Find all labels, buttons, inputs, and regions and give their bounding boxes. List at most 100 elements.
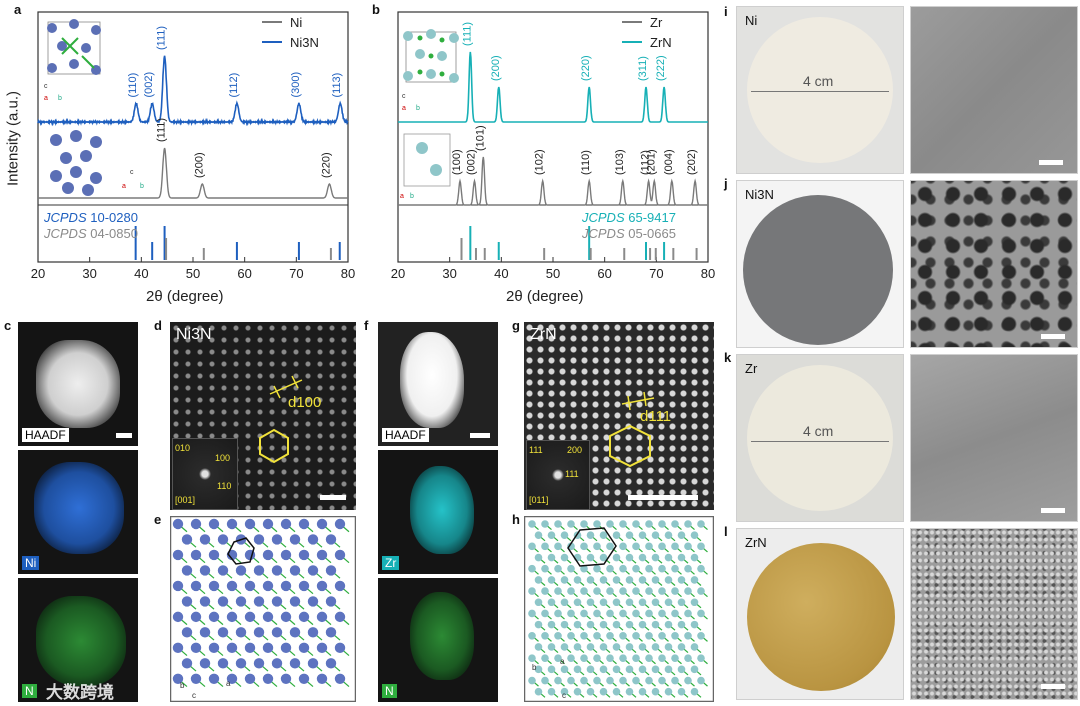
atom xyxy=(334,642,346,654)
atom xyxy=(612,643,621,651)
x-tick-label: 20 xyxy=(391,266,405,281)
zr-crystal-inset: a b xyxy=(400,133,451,200)
series-line-ni xyxy=(38,147,348,199)
svg-text:a: a xyxy=(226,679,231,688)
atom xyxy=(554,632,562,640)
atom xyxy=(190,549,202,561)
atom xyxy=(625,687,634,696)
atom xyxy=(289,565,301,576)
peak-label: (112) xyxy=(640,150,652,175)
x-tick-label: 80 xyxy=(701,266,715,281)
peak-label: (002) xyxy=(143,72,155,98)
atom xyxy=(651,598,660,607)
atom xyxy=(325,565,337,576)
atom xyxy=(677,598,686,607)
atom xyxy=(671,609,679,618)
atom xyxy=(547,598,556,607)
atom xyxy=(528,587,536,595)
atom xyxy=(671,587,679,595)
fft-inset-ni3n: 010 100 110 [001] xyxy=(172,438,238,510)
atom xyxy=(612,576,621,584)
atom xyxy=(534,687,543,696)
atom xyxy=(262,611,274,623)
atom xyxy=(528,542,536,551)
atom xyxy=(190,518,202,530)
x-tick-label: 30 xyxy=(442,266,456,281)
ni-element-tag: Ni xyxy=(22,556,40,570)
atom xyxy=(208,549,220,561)
atom xyxy=(632,542,640,551)
atom xyxy=(217,596,229,607)
atom xyxy=(244,673,256,684)
atom xyxy=(658,520,666,528)
atom xyxy=(199,658,211,669)
panel-label-j: j xyxy=(724,176,728,191)
x-tick-label: 70 xyxy=(649,266,663,281)
atom xyxy=(697,632,705,640)
atom xyxy=(316,580,328,592)
fft-inset-zrn: 111 200 111 [011] xyxy=(526,440,590,510)
atom xyxy=(289,534,301,545)
x-tick-label: 60 xyxy=(597,266,611,281)
atom xyxy=(560,553,569,562)
legend-label: Ni3N xyxy=(290,35,319,50)
hrtem-ni3n: Ni3N d100 010 100 110 [001] xyxy=(170,322,356,510)
atom xyxy=(625,553,634,562)
zrn-crystal-inset: c a b xyxy=(402,29,459,112)
atom xyxy=(586,553,595,562)
peak-label: (111) xyxy=(156,26,168,50)
atom xyxy=(334,549,346,561)
svg-text:c: c xyxy=(562,691,566,700)
atom xyxy=(580,520,588,528)
atom xyxy=(690,620,699,629)
atom xyxy=(235,596,247,607)
haadf-image-zr: HAADF xyxy=(378,322,498,446)
atom xyxy=(671,632,679,640)
series-line-ni3n xyxy=(37,55,349,127)
atom xyxy=(619,587,627,595)
atom xyxy=(625,665,634,674)
atom xyxy=(172,642,184,654)
atom xyxy=(658,542,666,551)
atom xyxy=(599,553,608,562)
scale-bar xyxy=(320,495,346,500)
atom xyxy=(573,665,582,674)
atom xyxy=(586,598,595,607)
atom xyxy=(172,518,184,530)
atom xyxy=(226,611,238,623)
atom xyxy=(677,665,686,674)
atom xyxy=(645,654,653,662)
atom xyxy=(567,654,575,662)
atom xyxy=(697,587,705,595)
atom xyxy=(560,576,569,584)
atom xyxy=(226,642,238,654)
atom xyxy=(638,531,647,539)
atom xyxy=(664,531,673,539)
atom xyxy=(181,565,193,576)
atom xyxy=(298,673,310,684)
atom xyxy=(671,676,679,685)
atom xyxy=(547,687,556,696)
atom xyxy=(586,687,595,696)
panel-label-k: k xyxy=(724,350,732,365)
atom xyxy=(271,658,283,669)
atom xyxy=(599,576,608,584)
atom xyxy=(684,676,692,685)
atom xyxy=(632,520,640,528)
atom xyxy=(677,576,686,584)
x-tick-label: 60 xyxy=(237,266,251,281)
atom xyxy=(208,642,220,654)
atom xyxy=(316,673,328,684)
atom xyxy=(528,676,536,685)
atom xyxy=(289,596,301,607)
peak-label: (111) xyxy=(461,22,473,46)
atom xyxy=(541,609,549,618)
atom xyxy=(280,673,292,684)
peak-label: (200) xyxy=(490,55,502,81)
atom xyxy=(599,620,608,629)
peak-label: (101) xyxy=(474,125,486,151)
ni3n-lattice-model: b c a xyxy=(170,516,356,702)
atom xyxy=(541,520,549,528)
atom xyxy=(235,658,247,669)
atom xyxy=(677,553,686,562)
